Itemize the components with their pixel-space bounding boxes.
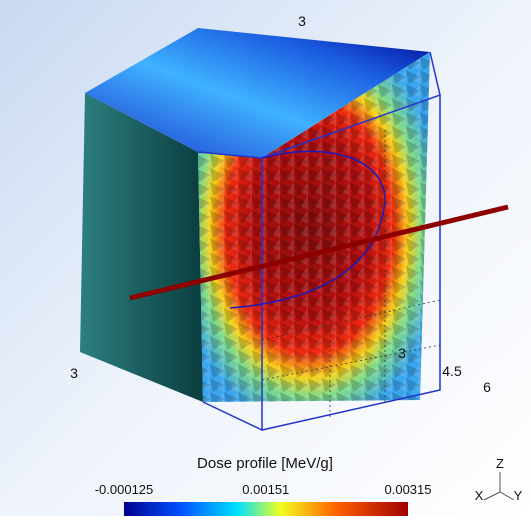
axis-label: 6	[483, 379, 491, 395]
colorbar-tick-label: 0.00315	[385, 482, 432, 497]
colorbar-tick-label: 0.00151	[242, 482, 289, 497]
axis-label: 4.5	[442, 363, 462, 379]
colorbar-title: Dose profile [MeV/g]	[197, 455, 333, 472]
axis-label: 3	[298, 13, 306, 29]
viewport: 3 3 3 4.5 6 Dose profile [MeV/g] -0.0001…	[0, 0, 531, 516]
axis-label: 3	[70, 365, 78, 381]
triad-label: X	[475, 488, 484, 503]
colorbar-tick-label: -0.000125	[95, 482, 154, 497]
triad-label: Y	[514, 488, 523, 503]
axis-label: 3	[398, 345, 406, 361]
triad-label: Z	[496, 456, 504, 471]
colorbar	[124, 502, 408, 516]
page: {"scene": {"axis_labels": {"top": "3", "…	[0, 0, 531, 516]
